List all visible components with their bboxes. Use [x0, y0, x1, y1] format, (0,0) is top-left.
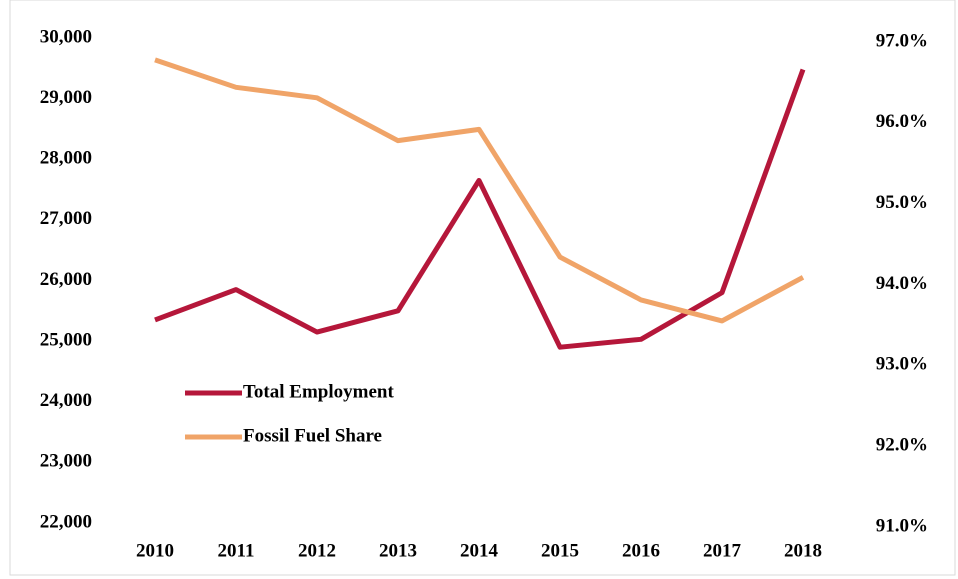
x-tick-label: 2012 — [298, 540, 336, 561]
y-tick-label: 27,000 — [40, 208, 92, 229]
x-tick-label: 2016 — [622, 540, 660, 561]
y-tick-label: 23,000 — [40, 451, 92, 472]
y2-tick-label: 97.0% — [876, 30, 928, 51]
y-tick-label: 22,000 — [40, 511, 92, 532]
y-tick-label: 26,000 — [40, 269, 92, 290]
y-tick-label: 24,000 — [40, 390, 92, 411]
line-series — [154, 68, 806, 350]
line-series — [154, 57, 805, 324]
x-tick-label: 2018 — [784, 540, 822, 561]
y2-tick-label: 96.0% — [876, 111, 928, 132]
x-tick-label: 2010 — [136, 540, 174, 561]
frame — [9, 0, 956, 576]
y-tick-label: 30,000 — [40, 26, 92, 47]
y2-tick-label: 93.0% — [876, 354, 928, 375]
x-tick-label: 2013 — [379, 540, 417, 561]
y2-tick-label: 95.0% — [876, 192, 928, 213]
x-tick-label: 2015 — [541, 540, 579, 561]
y-tick-label: 29,000 — [40, 87, 92, 108]
y-tick-label: 25,000 — [40, 329, 92, 350]
legend-label: Total Employment — [243, 381, 394, 402]
y2-tick-label: 94.0% — [876, 273, 928, 294]
y2-tick-label: 91.0% — [876, 515, 928, 536]
legend-label: Fossil Fuel Share — [243, 425, 382, 446]
y-tick-label: 28,000 — [40, 148, 92, 169]
x-tick-label: 2017 — [703, 540, 742, 561]
x-tick-label: 2011 — [218, 540, 255, 561]
x-tick-label: 2014 — [460, 540, 499, 561]
y2-tick-label: 92.0% — [876, 435, 928, 456]
